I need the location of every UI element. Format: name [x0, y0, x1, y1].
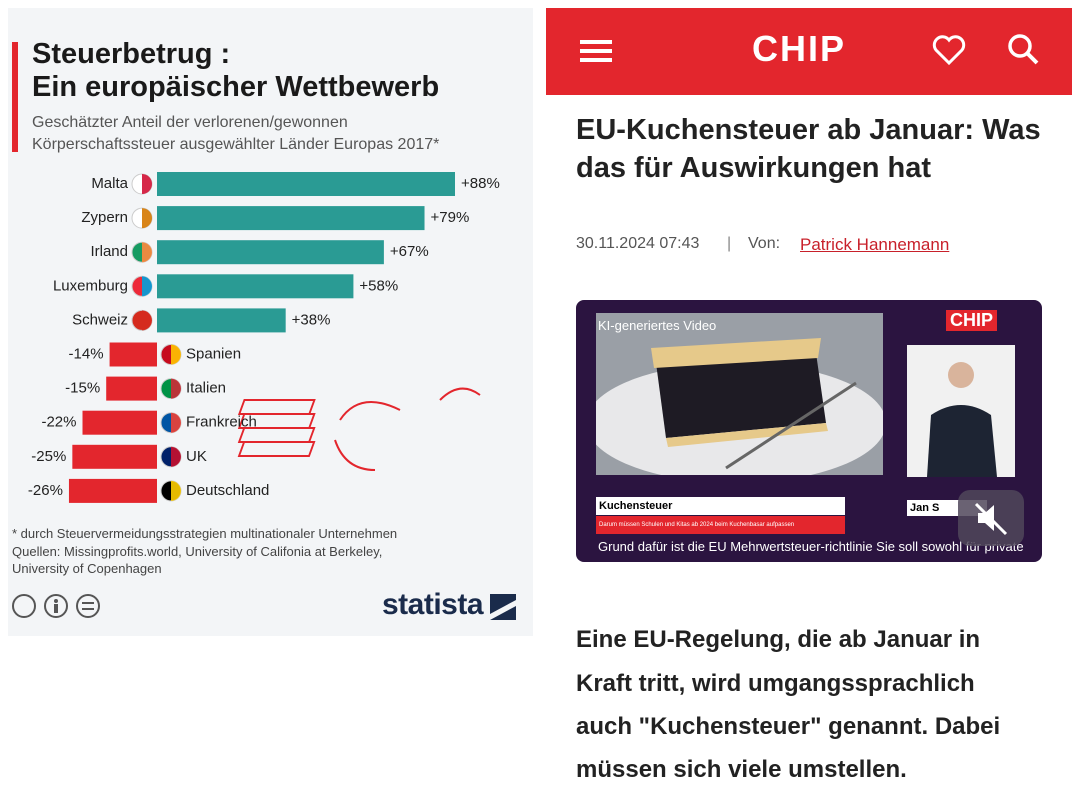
flag [171, 378, 181, 399]
source: Quellen: Missingprofits.world, Universit… [12, 544, 383, 559]
category-label: Italien [186, 380, 226, 397]
category-label: Irland [90, 243, 128, 260]
bar [157, 206, 425, 231]
favorite-button[interactable] [932, 34, 966, 66]
value-label: +38% [292, 311, 331, 328]
accent-bar [12, 42, 18, 152]
category-label: Frankreich [186, 414, 257, 431]
date: 30.11.2024 07:43 [576, 235, 700, 252]
chart-subtitle: Geschätzter Anteil der verlorenen/gewonn… [32, 114, 348, 131]
flag [142, 174, 152, 194]
category-label: Luxemburg [53, 277, 128, 294]
chart: +88% Malta +79% Zypern +67% Irland +58% Luxembu… [28, 172, 500, 503]
money-icon [237, 387, 481, 471]
lead-text: Kraft tritt, wird umgangssprachlich [576, 670, 975, 697]
brand: statista [382, 588, 484, 621]
category-label: Malta [91, 175, 128, 192]
value-label: -25% [31, 448, 66, 465]
value-label: +88% [461, 175, 500, 192]
lead-text: müssen sich viele umstellen. [576, 756, 907, 783]
value-label: +67% [390, 243, 429, 260]
category-label: Deutschland [186, 482, 269, 499]
chart-title: Ein europäischer Wettbewerb [32, 71, 440, 103]
lower-third-sub: Darum müssen Schulen und Kitas ab 2024 b… [596, 516, 845, 534]
separator: | [727, 235, 732, 252]
flag [171, 480, 181, 501]
author-link[interactable]: Patrick Hannemann [800, 235, 950, 254]
lower-third: Kuchensteuer [596, 497, 845, 515]
brand-icon [490, 594, 516, 620]
source: University of Copenhagen [12, 561, 162, 576]
footnote: * durch Steuervermeidungsstrategien mult… [12, 526, 398, 541]
bar [68, 478, 157, 503]
site-logo[interactable]: CHIP [752, 28, 847, 69]
category-label: Schweiz [72, 311, 128, 328]
value-label: +79% [431, 209, 470, 226]
author-prefix: Von: [748, 235, 781, 252]
flag [142, 310, 152, 331]
license-icons [12, 594, 100, 618]
bar [157, 172, 455, 196]
bar [157, 308, 286, 333]
headline: das für Auswirkungen hat [576, 152, 932, 184]
mute-button[interactable] [958, 490, 1024, 546]
menu-button[interactable] [580, 38, 614, 64]
search-button[interactable] [1006, 32, 1040, 66]
value-label: -14% [69, 345, 104, 362]
flag [142, 242, 153, 263]
video-player[interactable]: KI-generiertes Video CHIP Kuchensteuer D… [576, 300, 1042, 562]
bar [72, 444, 157, 469]
video-caption: Grund dafür ist die EU Mehrwertsteuer-ri… [598, 539, 1024, 554]
category-label: UK [186, 448, 207, 465]
bar [157, 274, 354, 299]
category-label: Zypern [81, 209, 128, 226]
speaker-video [907, 345, 1015, 477]
video-badge: KI-generiertes Video [598, 318, 717, 333]
site-header [546, 8, 1072, 95]
lead-text: Eine EU-Regelung, die ab Januar in [576, 626, 981, 653]
flag [142, 276, 152, 297]
chart-subtitle: Körperschaftssteuer ausgewählter Länder … [32, 136, 440, 153]
flag [171, 446, 181, 467]
value-label: -15% [65, 380, 100, 397]
value-label: +58% [359, 277, 398, 294]
bar [82, 410, 157, 435]
headline: EU-Kuchensteuer ab Januar: Was [576, 114, 1041, 146]
flag [171, 344, 181, 365]
value-label: -26% [28, 482, 63, 499]
bar [106, 376, 157, 401]
lead-text: auch "Kuchensteuer" genannt. Dabei [576, 713, 1001, 740]
flag [171, 412, 181, 433]
category-label: Spanien [186, 345, 241, 362]
value-label: -22% [41, 414, 76, 431]
bar [109, 342, 157, 367]
video-image [596, 313, 883, 475]
chart-title: Steuerbetrug : [32, 38, 231, 70]
flag [142, 208, 152, 229]
bar [157, 240, 384, 265]
video-logo: CHIP [946, 310, 998, 331]
